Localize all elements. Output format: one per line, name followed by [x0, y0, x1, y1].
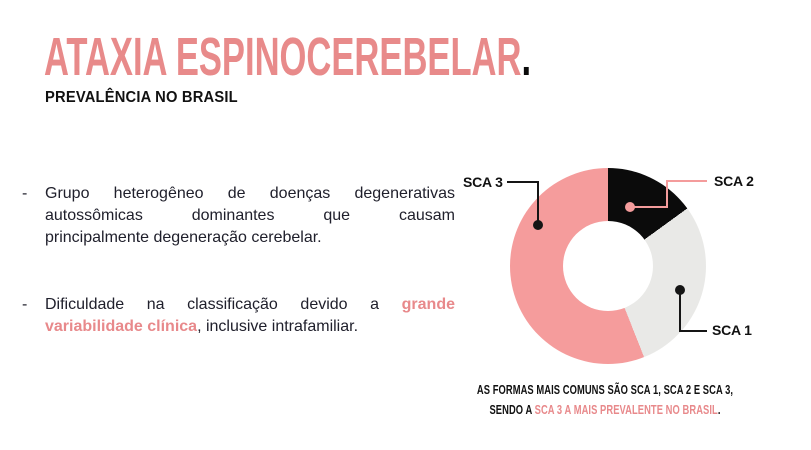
leader-line-sca3-v	[537, 181, 539, 226]
bullet-line: Grupo heterogêneo de doenças degenerativ…	[45, 185, 455, 202]
list-item: - Dificuldade na classificação devido a …	[22, 294, 455, 338]
bullet-segment-highlight: grande	[401, 296, 455, 313]
donut-hole	[563, 221, 653, 311]
page-subtitle: PREVALÊNCIA NO BRASIL	[45, 89, 238, 106]
list-item: - Grupo heterogêneo de doenças degenerat…	[22, 183, 455, 249]
bullet-line: autossômicas dominantes que causam	[45, 207, 455, 224]
bullet-line: principalmente degeneração cerebelar.	[45, 229, 322, 246]
leader-line-sca1-h	[679, 330, 707, 332]
caption-line2: SENDO A SCA 3 A MAIS PREVALENTE NO BRASI…	[461, 400, 749, 420]
bullet-line: variabilidade clínica, inclusive intrafa…	[45, 316, 455, 338]
leader-dot-sca3	[533, 220, 543, 230]
chart-label-sca2: SCA 2	[714, 173, 754, 189]
chart-caption: AS FORMAS MAIS COMUNS SÃO SCA 1, SCA 2 E…	[461, 380, 749, 420]
leader-line-sca3-h	[507, 181, 539, 183]
chart-label-sca1: SCA 1	[712, 322, 752, 338]
bullet-dash: -	[22, 296, 28, 313]
bullet-text: Dificuldade na classificação devido a gr…	[45, 294, 455, 338]
caption-segment: .	[717, 402, 721, 418]
leader-line-sca2-h2	[666, 180, 707, 182]
donut-chart	[510, 168, 706, 364]
bullet-text: Grupo heterogêneo de doenças degenerativ…	[45, 183, 455, 249]
caption-segment-highlight: SCA 3 A MAIS PREVALENTE NO BRASIL	[534, 402, 718, 418]
bullet-list: - Grupo heterogêneo de doenças degenerat…	[22, 183, 455, 338]
page-title-text: ATAXIA ESPINOCEREBELAR	[44, 27, 522, 87]
caption-segment: SENDO A	[489, 402, 535, 418]
bullet-segment: Dificuldade na classificação devido a	[45, 296, 402, 313]
page-title: ATAXIA ESPINOCEREBELAR.	[44, 30, 531, 84]
chart-label-sca3: SCA 3	[463, 174, 503, 190]
bullet-line: Dificuldade na classificação devido a gr…	[45, 294, 455, 316]
bullet-dash: -	[22, 185, 28, 202]
bullet-segment-highlight: variabilidade clínica	[45, 318, 198, 335]
leader-line-sca2-h1	[630, 206, 668, 208]
page-title-period: .	[521, 27, 532, 87]
bullet-segment: , inclusive intrafamiliar.	[197, 318, 359, 335]
caption-line1: AS FORMAS MAIS COMUNS SÃO SCA 1, SCA 2 E…	[476, 382, 734, 397]
leader-line-sca2-v	[666, 180, 668, 208]
leader-line-sca1-v	[679, 290, 681, 332]
